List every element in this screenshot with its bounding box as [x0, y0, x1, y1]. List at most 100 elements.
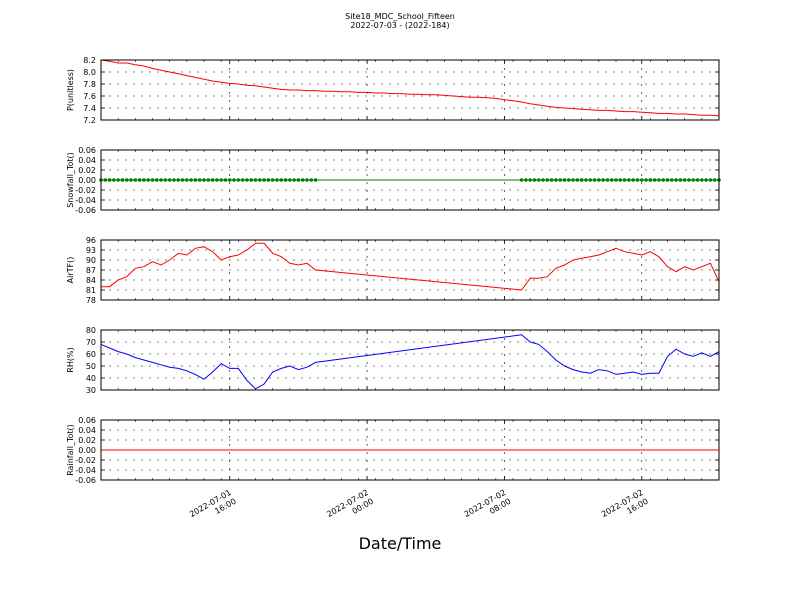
y-tick-label: 7.8	[83, 80, 96, 89]
data-point	[682, 178, 687, 182]
data-point	[597, 178, 601, 182]
y-tick-label: -0.04	[75, 466, 96, 475]
axes-frame	[100, 239, 720, 301]
data-point	[622, 178, 627, 182]
data-point	[223, 178, 228, 182]
y-tick-label: 78	[86, 296, 96, 305]
data-point	[107, 178, 112, 182]
y-tick-label: -0.02	[75, 456, 96, 465]
data-point	[309, 178, 314, 182]
y-tick-label: 80	[86, 326, 96, 335]
data-point	[116, 178, 120, 182]
data-point	[665, 178, 670, 182]
y-axis-label: RH(%)	[66, 347, 75, 372]
data-point	[176, 178, 181, 182]
data-point	[300, 178, 305, 182]
data-point	[206, 178, 211, 182]
data-point	[536, 178, 541, 182]
data-point	[305, 178, 309, 182]
data-point	[245, 178, 249, 182]
data-point	[266, 178, 271, 182]
data-point	[549, 178, 554, 182]
data-point	[154, 178, 159, 182]
data-point	[270, 178, 275, 182]
figure-subtitle: 2022-07-03 - (2022-184)	[350, 21, 450, 30]
data-point	[639, 178, 644, 182]
data-point	[528, 178, 532, 182]
data-point	[712, 178, 717, 182]
data-point	[584, 178, 588, 182]
data-point	[669, 178, 674, 182]
data-point	[687, 178, 691, 182]
data-point	[313, 178, 318, 182]
x-tick-label: 2022-07-0200:00	[325, 488, 375, 528]
axes-frame	[100, 329, 720, 391]
axes-frame	[100, 419, 720, 481]
data-point	[554, 178, 558, 182]
data-point	[571, 178, 575, 182]
data-point	[575, 178, 580, 182]
y-tick-label: 87	[86, 266, 96, 275]
data-point	[648, 178, 653, 182]
data-point	[133, 178, 138, 182]
series-line	[100, 334, 720, 390]
data-point	[652, 178, 657, 182]
y-tick-label: 0.02	[78, 436, 96, 445]
data-point	[708, 178, 713, 182]
data-point	[249, 178, 254, 182]
y-axis-label: Rainfall_Tot()	[66, 424, 75, 476]
data-point	[609, 178, 614, 182]
y-tick-label: 90	[86, 256, 96, 265]
y-tick-label: 7.4	[83, 104, 96, 113]
data-point	[601, 178, 605, 182]
data-point	[283, 178, 288, 182]
data-point	[541, 178, 545, 182]
y-tick-label: 7.2	[83, 116, 96, 125]
series-line	[101, 242, 720, 291]
data-point	[232, 178, 236, 182]
y-tick-label: 7.6	[83, 92, 96, 101]
data-point	[219, 178, 223, 182]
y-axis-label: AirTF()	[66, 257, 75, 284]
y-tick-label: 0.06	[78, 416, 96, 425]
data-point	[103, 178, 108, 182]
series-line	[100, 59, 720, 117]
y-tick-label: 50	[86, 362, 96, 371]
data-point	[279, 178, 284, 182]
y-tick-label: 0.04	[78, 426, 96, 435]
data-point	[257, 178, 262, 182]
x-axis-label: Date/Time	[358, 534, 442, 553]
data-point	[605, 178, 610, 182]
data-point	[150, 178, 155, 182]
y-tick-label: 81	[86, 286, 96, 295]
data-point	[120, 178, 125, 182]
data-point	[159, 178, 163, 182]
data-point	[163, 178, 168, 182]
x-tick-label: 2022-07-0208:00	[463, 488, 513, 528]
y-tick-label: 0.04	[78, 156, 96, 165]
y-tick-label: -0.04	[75, 196, 96, 205]
axes-frame	[100, 149, 720, 211]
y-tick-label: -0.06	[75, 206, 96, 215]
data-point	[112, 178, 116, 182]
y-tick-label: 40	[86, 374, 96, 383]
panel-5: 0.060.040.020.00-0.02-0.04-0.06Rainfall_…	[66, 416, 720, 485]
data-point	[137, 178, 142, 182]
data-point	[592, 178, 597, 182]
y-tick-label: 0.02	[78, 166, 96, 175]
data-point	[296, 178, 301, 182]
data-point	[545, 178, 550, 182]
y-tick-label: 30	[86, 386, 96, 395]
data-point	[674, 178, 678, 182]
data-point	[193, 178, 198, 182]
y-axis-label: Snowfall_Tot()	[66, 152, 75, 208]
y-tick-label: 0.00	[78, 446, 96, 455]
data-point	[657, 178, 661, 182]
data-point	[215, 178, 219, 182]
data-point	[197, 178, 202, 182]
data-point	[524, 178, 528, 182]
y-tick-label: 0.00	[78, 176, 96, 185]
y-tick-label: 70	[86, 338, 96, 347]
data-point	[240, 178, 245, 182]
y-tick-label: 96	[86, 236, 96, 245]
